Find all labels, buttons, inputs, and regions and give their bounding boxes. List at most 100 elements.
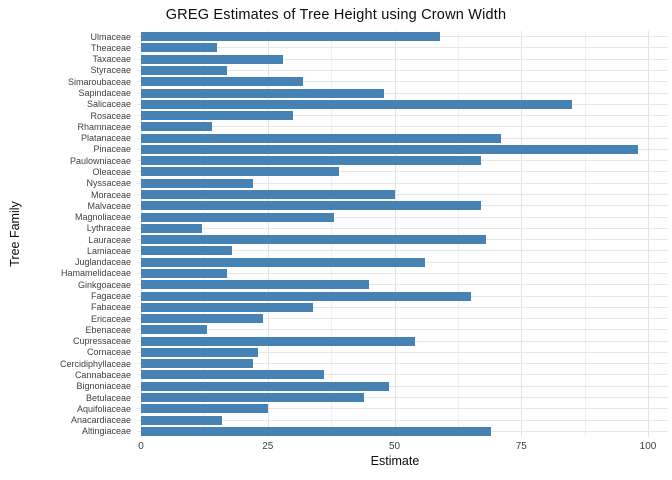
y-tick-label-altingiaceae: Altingiaceae — [81, 426, 131, 437]
category-gridline — [137, 374, 668, 376]
y-tick-label-cercidiphyllaceae: Cercidiphyllaceae — [59, 358, 131, 369]
minor-gridline-x-87.5 — [584, 31, 586, 437]
y-tick-label-salicaceae: Salicaceae — [86, 99, 131, 110]
y-tick-label-ginkgoaceae: Ginkgoaceae — [77, 279, 131, 290]
category-gridline — [137, 115, 668, 117]
major-gridline-x-100 — [648, 31, 649, 437]
chart-title: GREG Estimates of Tree Height using Crow… — [165, 7, 507, 23]
x-axis-tick-labels: 0 25 50 75 100 — [0, 441, 672, 453]
minor-gridline-x-37.5 — [331, 31, 333, 437]
y-tick-label-cornaceae: Cornaceae — [86, 347, 131, 358]
bar-malvaceae — [141, 201, 481, 211]
category-gridline — [137, 92, 668, 94]
bar-moraceae — [141, 190, 395, 200]
category-gridline — [137, 47, 668, 49]
minor-gridline-x-12.5 — [204, 31, 206, 437]
category-gridline — [137, 250, 668, 252]
bar-lythraceae — [141, 223, 202, 233]
category-gridline — [137, 318, 668, 320]
x-axis-title: Estimate — [370, 454, 420, 468]
y-tick-label-cupressaceae: Cupressaceae — [72, 336, 131, 347]
y-tick-label-styraceae: Styraceae — [90, 65, 131, 76]
category-gridline — [137, 385, 668, 387]
y-tick-label-lamiaceae: Lamiaceae — [86, 245, 131, 256]
bar-ebenaceae — [141, 325, 207, 335]
bar-fagaceae — [141, 291, 471, 301]
y-axis-tick-labels: Ulmaceae Theaceae Taxaceae Styraceae Simarou… — [0, 31, 131, 437]
bar-bignoniaceae — [141, 381, 390, 391]
y-tick-label-oleaceae: Oleaceae — [92, 166, 131, 177]
bar-cannabaceae — [141, 370, 324, 380]
bar-cupressaceae — [141, 336, 415, 346]
y-tick-label-malvaceae: Malvaceae — [87, 200, 131, 211]
bar-aquifoliaceae — [141, 404, 268, 414]
bar-magnoliaceae — [141, 212, 334, 222]
y-tick-label-pinaceae: Pinaceae — [93, 144, 131, 155]
plot-panel — [137, 31, 668, 437]
bar-ulmaceae — [141, 32, 441, 42]
y-tick-label-hamamelidaceae: Hamamelidaceae — [60, 268, 131, 279]
bar-cornaceae — [141, 347, 258, 357]
y-tick-label-sapindaceae: Sapindaceae — [78, 88, 131, 99]
y-tick-label-simaroubaceae: Simaroubaceae — [67, 76, 131, 87]
y-tick-label-fabaceae: Fabaceae — [90, 302, 131, 313]
bar-paulowniaceae — [141, 156, 481, 166]
y-tick-label-theaceae: Theaceae — [90, 42, 131, 53]
bar-salicaceae — [141, 99, 572, 109]
category-gridline — [137, 182, 668, 184]
y-tick-label-nyssaceae: Nyssaceae — [86, 178, 131, 189]
bar-styraceae — [141, 65, 228, 75]
category-gridline — [137, 284, 668, 286]
bar-anacardiaceae — [141, 415, 223, 425]
category-gridline — [137, 329, 668, 331]
y-tick-label-lythraceae: Lythraceae — [86, 223, 131, 234]
category-gridline — [137, 58, 668, 60]
x-tick-label-0: 0 — [138, 441, 144, 452]
category-gridline — [137, 419, 668, 421]
y-tick-label-ebenaceae: Ebenaceae — [85, 324, 131, 335]
y-tick-label-betulaceae: Betulaceae — [85, 392, 131, 403]
bar-nyssaceae — [141, 178, 253, 188]
category-gridline — [137, 306, 668, 308]
bar-simaroubaceae — [141, 77, 304, 87]
category-gridline — [137, 397, 668, 399]
bar-theaceae — [141, 43, 218, 53]
y-tick-label-ulmaceae: Ulmaceae — [90, 31, 131, 42]
x-tick-label-100: 100 — [639, 441, 657, 452]
category-gridline — [137, 81, 668, 83]
bar-platanaceae — [141, 133, 501, 143]
y-tick-label-rhamnaceae: Rhamnaceae — [77, 121, 131, 132]
bar-taxaceae — [141, 54, 283, 64]
y-tick-label-bignoniaceae: Bignoniaceae — [76, 381, 131, 392]
bar-rhamnaceae — [141, 122, 212, 132]
category-gridline — [137, 216, 668, 218]
category-gridline — [137, 351, 668, 353]
bar-lauraceae — [141, 235, 486, 245]
y-tick-label-juglandaceae: Juglandaceae — [74, 257, 131, 268]
x-tick-label-75: 75 — [515, 441, 527, 452]
bar-ginkgoaceae — [141, 280, 370, 290]
bar-juglandaceae — [141, 257, 425, 267]
major-gridline-x-75 — [521, 31, 523, 437]
y-tick-label-fagaceae: Fagaceae — [90, 291, 131, 302]
category-gridline — [137, 272, 668, 274]
major-gridline-x-0 — [141, 31, 142, 437]
y-tick-label-platanaceae: Platanaceae — [80, 133, 131, 144]
y-tick-label-anacardiaceae: Anacardiaceae — [70, 415, 131, 426]
minor-gridline-x-62.5 — [457, 31, 459, 437]
bar-hamamelidaceae — [141, 268, 228, 278]
category-gridline — [137, 171, 668, 173]
y-tick-label-rosaceae: Rosaceae — [90, 110, 131, 121]
y-tick-label-aquifoliaceae: Aquifoliaceae — [76, 403, 131, 414]
y-tick-label-magnoliaceae: Magnoliaceae — [74, 212, 131, 223]
major-gridline-x-25 — [267, 31, 269, 437]
x-tick-label-25: 25 — [262, 441, 274, 452]
bar-sapindaceae — [141, 88, 385, 98]
y-tick-label-cannabaceae: Cannabaceae — [74, 369, 131, 380]
category-gridline — [137, 126, 668, 128]
bar-lamiaceae — [141, 246, 233, 256]
category-gridline — [137, 363, 668, 365]
bar-oleaceae — [141, 167, 339, 177]
category-gridline — [137, 408, 668, 410]
